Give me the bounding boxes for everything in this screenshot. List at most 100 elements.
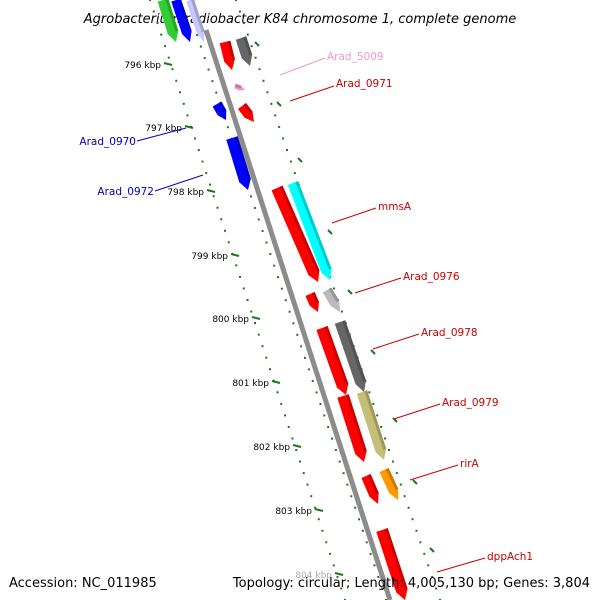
- left-rail-dot: [299, 460, 301, 463]
- right-rail-dot: [427, 564, 430, 567]
- left-rail-dot: [242, 287, 245, 290]
- gene-arrow-blue-b-shade: [234, 136, 251, 180]
- gene-arrow-pale-top-shade: [191, 0, 205, 33]
- left-rail-dot: [314, 506, 316, 509]
- kbp-tick-label: 801 kbp: [232, 379, 269, 389]
- right-rail-dot: [246, 33, 249, 36]
- right-rail-dot: [258, 68, 261, 71]
- left-rail-dot: [209, 183, 211, 186]
- gene-arrow-gray-b: [334, 320, 366, 392]
- left-rail-dot: [194, 137, 196, 140]
- accession-label: Accession: NC_011985: [9, 576, 157, 591]
- gene-arrow-blue-top-shade: [178, 0, 192, 32]
- inner-rail-dot: [358, 518, 360, 521]
- left-rail-dot: [302, 472, 305, 475]
- gene-arrow-red-f: [361, 474, 379, 504]
- left-rail-dot: [254, 322, 256, 325]
- map-title: Agrobacterium radiobacter K84 chromosome…: [83, 12, 516, 27]
- gene-arrow-lightgray-shade: [328, 287, 340, 303]
- gene-leader-line: [279, 57, 326, 76]
- left-rail-dot: [276, 391, 279, 394]
- inner-rail-dot: [361, 529, 364, 532]
- left-rail-dot: [329, 552, 331, 555]
- gene-labels: Arad_5009 Arad_0971 Arad_0970 Arad_0972 mmsA…: [79, 51, 533, 573]
- kbp-tick-mark: [292, 444, 302, 448]
- gene-arrow-red-e-shade: [345, 394, 367, 452]
- left-rail-dot: [317, 518, 320, 521]
- right-rail-dot: [238, 10, 241, 13]
- right-rail-dot: [266, 91, 269, 94]
- inner-rail-dot: [280, 287, 283, 290]
- left-rail-dot: [182, 102, 185, 105]
- left-rail-dot: [287, 425, 290, 428]
- gene-arrow-red-e: [337, 394, 367, 462]
- right-rail-dot: [282, 137, 285, 140]
- kbp-tick-mark: [334, 572, 344, 576]
- right-rail-dot: [289, 160, 292, 163]
- left-rail-dot: [220, 218, 223, 221]
- right-rail-dot: [391, 460, 394, 463]
- gene-leader-line: [409, 464, 459, 481]
- kbp-tick-label: 800 kbp: [212, 315, 249, 325]
- gene-arrow-khaki-shade: [364, 390, 387, 450]
- inner-rail-dot: [319, 402, 322, 405]
- inner-rail-dot: [334, 449, 337, 452]
- gene-arrow-orange-shade: [385, 467, 399, 491]
- gene-arrow-red-f-shade: [367, 474, 379, 494]
- gene-arrow-blue-b: [226, 136, 251, 190]
- gene-arrow-orange: [379, 467, 399, 500]
- gene-arrow-green-shade: [165, 0, 179, 32]
- right-rail-dot: [419, 541, 422, 544]
- inner-rail-dot: [331, 437, 333, 440]
- inner-rail-dot: [277, 276, 279, 279]
- left-rail-dot: [205, 172, 208, 175]
- left-rail-dot: [149, 0, 151, 1]
- gene-arrow-khaki: [356, 390, 387, 460]
- gene-label: rirA: [460, 458, 480, 470]
- gene-arrow-red-c-shade: [311, 292, 319, 304]
- genome-summary: Topology: circular; Length: 4,005,130 bp…: [232, 576, 590, 591]
- gene-arrow-red-g: [376, 528, 408, 600]
- kbp-tick-label: 803 kbp: [275, 507, 312, 517]
- inner-rail-dot: [250, 195, 252, 198]
- inner-rail-dot: [226, 126, 229, 129]
- kbp-tick-mark: [230, 253, 240, 257]
- inner-rail-dot: [211, 80, 214, 83]
- inner-rail-dot: [296, 333, 299, 336]
- gene-arrow-pink-shade: [234, 83, 242, 89]
- inner-rail-dot: [288, 310, 291, 313]
- right-rail-dot: [399, 483, 402, 486]
- left-rail-dot: [227, 241, 230, 244]
- kbp-tick-label: 798 kbp: [167, 188, 204, 198]
- left-rail-dot: [340, 587, 343, 590]
- kbp-tick-label: 804 kbp: [295, 571, 332, 581]
- gene-arrow-pale-top: [186, 0, 205, 42]
- right-rail-dot: [415, 529, 418, 532]
- gene-arrow-blue-top: [171, 0, 192, 42]
- left-rail-dot: [152, 10, 155, 13]
- gene-label: Arad_5009: [327, 51, 384, 63]
- right-rail-dot: [380, 425, 383, 428]
- left-rail-dot: [164, 45, 166, 48]
- left-rail-dot: [179, 91, 181, 94]
- right-rail-dot: [384, 437, 387, 440]
- right-rail-dot: [403, 495, 406, 498]
- gene-arrow-cyan: [287, 181, 332, 280]
- gene-label: Arad_0979: [442, 397, 499, 409]
- inner-rail-dot: [369, 552, 372, 555]
- left-rail-dot: [197, 149, 200, 151]
- left-rail-dot: [336, 575, 339, 578]
- inner-rail-dot: [284, 299, 287, 302]
- left-rail-dot: [310, 495, 313, 498]
- inner-rail-dot: [307, 368, 310, 371]
- gene-leader-line: [136, 127, 187, 142]
- inner-rail-dot: [365, 541, 368, 544]
- left-rail-dot: [261, 345, 264, 348]
- kbp-tick-label: 796 kbp: [124, 61, 161, 71]
- inner-rail-dot: [265, 241, 268, 244]
- inner-rail-dot: [346, 483, 349, 486]
- left-rail-dot: [167, 56, 170, 59]
- gene-arrow-red-a-shade: [227, 40, 235, 60]
- kbp-tick-label: 802 kbp: [253, 443, 290, 453]
